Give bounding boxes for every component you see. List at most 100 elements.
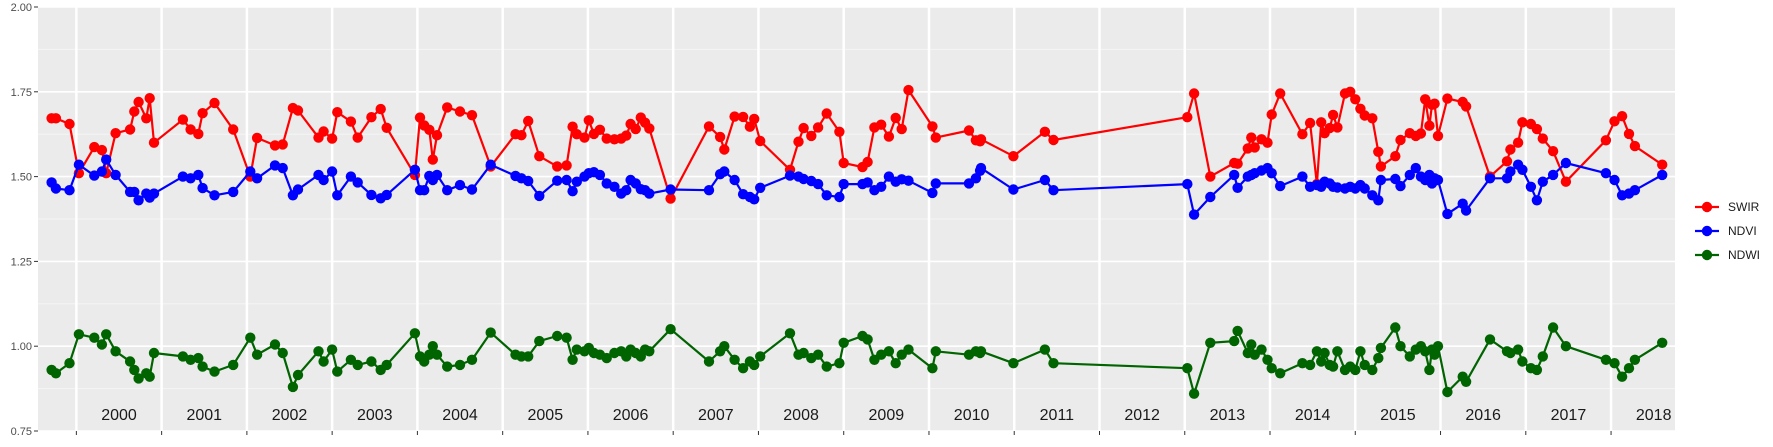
swir-point — [1415, 128, 1427, 139]
swir-point — [561, 160, 572, 171]
ndwi-point — [228, 359, 239, 371]
ndwi-point — [409, 328, 421, 339]
ndvi-point — [101, 154, 112, 165]
ndvi-point — [1525, 181, 1537, 192]
ndvi-point — [930, 178, 941, 189]
swir-point — [534, 151, 545, 162]
swir-point — [442, 102, 453, 113]
ndwi-point — [834, 358, 845, 369]
ndvi-point — [110, 169, 121, 181]
ndvi-legend-label: NDVI — [1728, 224, 1757, 238]
y-tick-label: 1.50 — [11, 172, 32, 184]
ndwi-point — [703, 356, 715, 367]
swir-point — [1275, 88, 1286, 99]
swir-point — [1623, 128, 1635, 140]
ndwi-point — [1517, 356, 1528, 367]
ndwi-point — [1048, 358, 1059, 369]
ndvi-point — [1359, 183, 1370, 194]
ndvi-point — [834, 191, 845, 203]
ndwi-point — [133, 373, 144, 384]
swir-point — [1390, 151, 1401, 162]
ndvi-point — [1484, 173, 1496, 184]
ndwi-point — [1256, 344, 1267, 355]
ndvi-point — [133, 195, 144, 206]
ndwi-point — [1547, 322, 1559, 333]
swir-point — [665, 193, 676, 204]
ndwi-point — [1629, 354, 1641, 365]
ndwi-point — [1373, 352, 1384, 364]
ndwi-point — [89, 332, 100, 343]
ndvi-point — [193, 169, 204, 181]
swir-point — [812, 122, 824, 133]
swir-point — [876, 119, 887, 130]
year-label: 2003 — [357, 407, 393, 424]
swir-point — [930, 132, 941, 143]
swir-point — [552, 161, 563, 172]
swir-point — [821, 108, 832, 119]
swir-point — [1304, 117, 1316, 129]
ndvi-point — [1547, 169, 1559, 181]
ndwi-point — [567, 354, 578, 365]
ndvi-point — [454, 179, 466, 191]
year-label: 2008 — [783, 407, 819, 424]
swir-point — [630, 123, 641, 135]
ndwi-point — [1429, 349, 1440, 360]
swir-point — [903, 84, 914, 96]
ndwi-point — [144, 371, 155, 382]
ndvi-point — [73, 159, 85, 170]
ndwi-point — [326, 344, 338, 355]
swir-point — [277, 139, 288, 150]
swir-point — [1332, 122, 1343, 133]
swir-point — [209, 97, 220, 109]
ndwi-point — [332, 366, 343, 377]
ndwi-point — [318, 356, 329, 367]
swir-point — [1182, 112, 1193, 123]
ndvi-point — [1232, 182, 1243, 193]
ndwi-point — [129, 364, 140, 376]
swir-point — [375, 103, 386, 115]
ndvi-point — [89, 170, 100, 181]
swir-point — [50, 113, 62, 124]
ndvi-point — [409, 164, 421, 175]
swir-point — [1188, 88, 1200, 99]
swir-point — [579, 132, 590, 143]
swir-point — [326, 133, 338, 144]
swir-point — [1008, 151, 1019, 162]
legend: SWIR NDVI NDWI — [1695, 200, 1760, 262]
ndvi-point — [1537, 176, 1549, 187]
ndwi-point — [784, 328, 796, 339]
ndvi-point — [1395, 180, 1406, 192]
swir-point — [806, 130, 817, 142]
ndvi-point — [1432, 174, 1444, 186]
ndvi-point — [703, 185, 715, 196]
ndwi-point — [749, 359, 760, 371]
ndwi-point — [561, 332, 572, 343]
swir-point — [1442, 93, 1453, 104]
swir-point — [1249, 142, 1260, 153]
ndwi-point — [1609, 358, 1620, 369]
swir-point — [96, 144, 108, 156]
swir-point — [228, 124, 239, 135]
swir-point — [1262, 137, 1273, 148]
ndvi-point — [561, 174, 572, 186]
ndwi-point — [292, 369, 304, 381]
year-label: 2015 — [1380, 407, 1416, 424]
ndwi-point — [1304, 359, 1316, 371]
swir-point — [1537, 133, 1549, 144]
ndwi-point — [1182, 363, 1193, 374]
ndwi-point — [1390, 322, 1401, 333]
swir-point — [1432, 130, 1444, 142]
swir-point — [129, 106, 140, 117]
swir-point — [963, 125, 975, 136]
swir-point — [714, 131, 726, 143]
y-tick-label: 1.00 — [11, 341, 32, 353]
year-label: 2016 — [1465, 407, 1501, 424]
ndwi-point — [1512, 344, 1524, 355]
ndvi-point — [228, 186, 239, 198]
ndvi-point — [1375, 174, 1387, 186]
ndwi-point — [197, 361, 208, 372]
swir-point — [352, 132, 363, 143]
swir-point — [1560, 176, 1572, 187]
swir-point — [890, 112, 901, 124]
swir-point — [177, 114, 189, 125]
